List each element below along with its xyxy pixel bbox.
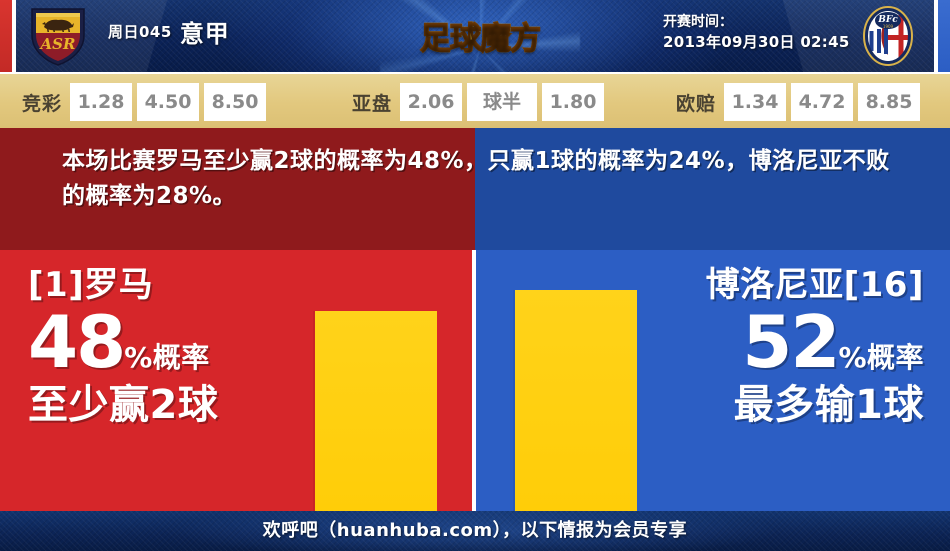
away-panel: 博洛尼亚[16] 52%概率 最多输1球 xyxy=(475,250,950,511)
home-crest-monogram: ASR xyxy=(39,35,76,53)
header-texture xyxy=(0,0,950,72)
home-team-crest-icon: ASR xyxy=(28,5,88,67)
odds-cell-jingcai-away[interactable]: 8.50 xyxy=(204,83,267,121)
match-title: 周日045 意甲 xyxy=(108,14,230,49)
odds-cell-european-home[interactable]: 1.34 xyxy=(724,83,787,121)
home-team-name: [1]罗马 xyxy=(28,265,154,305)
odds-cell-asian-home[interactable]: 2.06 xyxy=(400,83,463,121)
away-panel-text: 博洛尼亚[16] 52%概率 最多输1球 xyxy=(705,265,924,428)
odds-cell-asian-handicap[interactable]: 球半 xyxy=(467,83,538,121)
away-crest-monogram: BFc xyxy=(877,15,898,25)
edge-gap-right xyxy=(934,0,938,72)
brand-logo-text: 足球魔方 xyxy=(419,13,542,58)
kickoff-label: 开赛时间： xyxy=(663,14,733,30)
footer-texture xyxy=(0,511,950,551)
odds-cell-asian-away[interactable]: 1.80 xyxy=(542,83,605,121)
edge-strip-blue xyxy=(938,0,950,72)
kickoff-block: 开赛时间： 2013年09月30日 02:45 xyxy=(663,13,850,52)
probability-panels: [1]罗马 48%概率 至少赢2球 博洛尼亚[16] 52%概率 最多输1球 xyxy=(0,250,950,511)
away-probability-value: 52 xyxy=(742,299,840,384)
header-background xyxy=(0,0,950,72)
home-probability-line: 48%概率 xyxy=(28,306,218,378)
odds-cell-european-away[interactable]: 8.85 xyxy=(858,83,921,121)
edge-strip-red xyxy=(0,0,12,72)
odds-group-european: 欧赔 1.34 4.72 8.85 xyxy=(676,83,925,121)
odds-cell-jingcai-draw[interactable]: 4.50 xyxy=(137,83,200,121)
away-probability-suffix: %概率 xyxy=(838,340,924,374)
home-probability-bar xyxy=(315,311,437,511)
statement-band: 本场比赛罗马至少赢2球的概率为48%，只赢1球的概率为24%，博洛尼亚不败的概率… xyxy=(0,128,950,250)
kickoff-datetime: 2013年09月30日 02:45 xyxy=(663,32,850,51)
panel-divider xyxy=(472,250,476,511)
odds-label-european: 欧赔 xyxy=(676,92,717,115)
footer-bar: 欢呼吧（huanhuba.com），以下情报为会员专享 xyxy=(0,511,950,551)
away-outcome-label: 最多输1球 xyxy=(733,381,924,428)
header-bar: ASR xyxy=(0,0,950,72)
away-team-crest-icon: BFc 1909 xyxy=(858,5,918,67)
odds-cell-jingcai-home[interactable]: 1.28 xyxy=(70,83,133,121)
brand-logo: 足球魔方 xyxy=(405,8,555,62)
home-panel: [1]罗马 48%概率 至少赢2球 xyxy=(0,250,475,511)
away-probability-bar xyxy=(515,290,637,511)
home-panel-text: [1]罗马 48%概率 至少赢2球 xyxy=(28,265,219,428)
match-round-label: 周日045 xyxy=(108,23,172,41)
odds-group-jingcai: 竞彩 1.28 4.50 8.50 xyxy=(22,83,271,121)
odds-bar: 竞彩 1.28 4.50 8.50 亚盘 2.06 球半 1.80 欧赔 1.3… xyxy=(0,72,950,128)
away-crest-year: 1909 xyxy=(883,24,894,29)
edge-gap-left xyxy=(12,0,16,72)
odds-label-asian: 亚盘 xyxy=(352,92,393,115)
home-outcome-label: 至少赢2球 xyxy=(28,381,219,428)
away-probability-line: 52%概率 xyxy=(706,306,924,378)
statement-background-left xyxy=(0,128,475,250)
statement-background-right xyxy=(475,128,950,250)
statement-text: 本场比赛罗马至少赢2球的概率为48%，只赢1球的概率为24%，博洛尼亚不败的概率… xyxy=(62,148,890,209)
away-team-name: 博洛尼亚[16] xyxy=(705,265,924,305)
footer-notice: 欢呼吧（huanhuba.com），以下情报为会员专享 xyxy=(262,520,688,541)
home-probability-value: 48 xyxy=(28,299,126,384)
match-league-label: 意甲 xyxy=(179,20,230,48)
odds-cell-european-draw[interactable]: 4.72 xyxy=(791,83,854,121)
odds-group-asian: 亚盘 2.06 球半 1.80 xyxy=(352,83,609,121)
odds-label-jingcai: 竞彩 xyxy=(22,92,63,115)
home-probability-suffix: %概率 xyxy=(124,340,210,374)
